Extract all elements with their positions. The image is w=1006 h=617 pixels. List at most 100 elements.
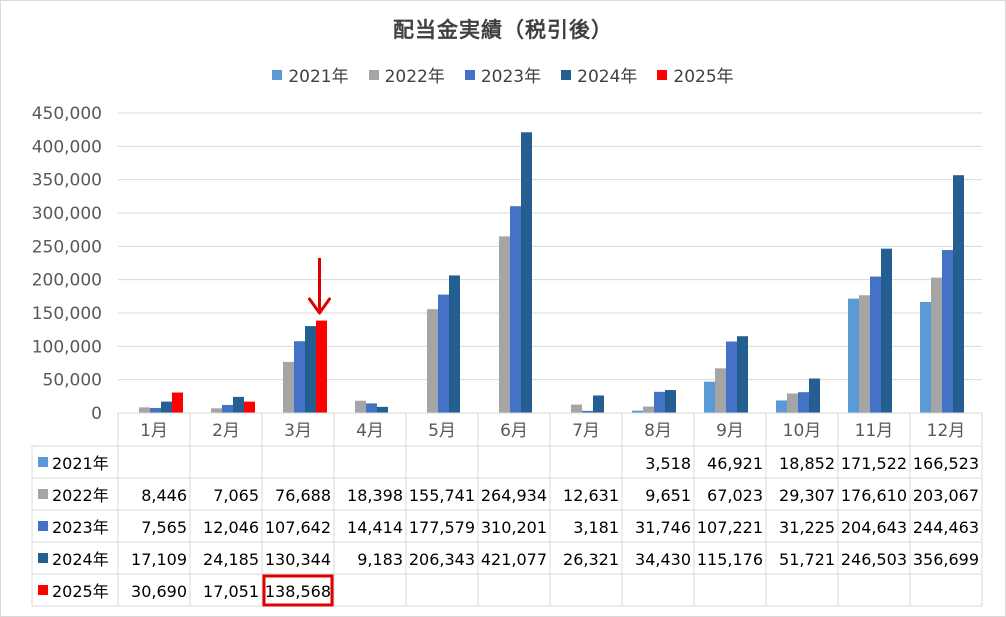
bar [211,408,222,413]
bar [654,391,665,413]
legend-swatch [561,69,572,80]
data-label: 206,343 [409,550,475,569]
legend-item: 2021年 [272,62,349,87]
bar [715,368,726,413]
bar [859,295,870,413]
chart-title: 配当金実績（税引後） [393,18,613,42]
data-label: 34,430 [635,550,691,569]
legend-item: 2025年 [657,62,734,87]
data-label: 17,051 [203,582,259,601]
down-arrow-icon [308,258,331,315]
bar [294,341,305,413]
data-label: 24,185 [203,550,259,569]
legend-item: 2024年 [561,62,637,87]
bar [870,276,881,413]
bar [737,336,748,413]
data-label: 31,225 [779,518,835,537]
y-tick-label: 450,000 [32,104,102,124]
bar [665,390,676,413]
x-tick-label: 9月 [716,421,744,441]
data-label: 17,109 [131,550,187,569]
x-tick-label: 3月 [284,421,312,441]
legend-swatch [368,69,379,80]
bar [787,393,798,413]
legend-item: 2023年 [464,62,541,87]
data-label: 67,023 [707,486,763,505]
data-label: 9,651 [645,486,691,505]
x-tick-label: 7月 [572,421,600,441]
data-label: 12,046 [203,518,259,537]
y-tick-label: 350,000 [32,171,102,191]
data-label: 177,579 [409,518,475,537]
legend-swatch [464,69,475,80]
bar [438,294,449,413]
table-row-header: 2021年 [52,454,109,473]
data-label: 7,565 [141,518,187,537]
bar [632,410,643,413]
bar [643,406,654,413]
y-tick-label: 300,000 [32,204,102,224]
data-label: 171,522 [841,454,907,473]
bar [222,404,233,413]
data-label: 76,688 [275,486,331,505]
bar [881,248,892,413]
bar [953,175,964,413]
y-tick-label: 250,000 [32,237,102,257]
data-label: 130,344 [265,550,331,569]
data-label: 264,934 [481,486,547,505]
data-label: 12,631 [563,486,619,505]
data-label: 31,746 [635,518,691,537]
y-tick-label: 0 [91,404,102,424]
legend-swatch [272,69,283,80]
x-tick-label: 6月 [500,421,528,441]
bar [920,301,931,413]
y-tick-label: 400,000 [32,137,102,157]
data-label: 7,065 [213,486,259,505]
y-tick-label: 200,000 [32,271,102,291]
bar [355,400,366,413]
data-label: 3,181 [573,518,619,537]
legend-label: 2025年 [673,67,734,87]
data-label: 115,176 [697,550,763,569]
bar [427,309,438,413]
bar [571,404,582,413]
table-legend-key [38,585,48,595]
data-label: 310,201 [481,518,547,537]
data-label: 18,398 [347,486,403,505]
x-tick-label: 12月 [927,421,966,441]
bar [521,132,532,414]
table-row-header: 2024年 [52,550,109,569]
bar [150,407,161,413]
bar [809,378,820,413]
data-label: 9,183 [357,550,403,569]
table-legend-key [38,457,48,467]
data-label: 107,221 [697,518,763,537]
table-row-header: 2023年 [52,518,109,537]
data-label: 176,610 [841,486,907,505]
y-tick-label: 150,000 [32,304,102,324]
data-label: 29,307 [779,486,835,505]
bar [848,298,859,413]
x-tick-label: 10月 [783,421,822,441]
table-legend-key [38,489,48,499]
x-tick-label: 1月 [140,421,168,441]
legend-label: 2022年 [384,67,445,87]
data-label: 166,523 [913,454,979,473]
bar [499,236,510,413]
data-label: 51,721 [779,550,835,569]
bar [139,407,150,413]
table-legend-key [38,553,48,563]
legend: 2021年 2022年 2023年 2024年 2025年 [0,62,1006,87]
x-tick-label: 8月 [644,421,672,441]
highlight-box [262,574,334,607]
bar [316,320,327,413]
data-label: 204,643 [841,518,907,537]
data-label: 421,077 [481,550,547,569]
bar [172,392,183,413]
data-label: 26,321 [563,550,619,569]
bar [776,400,787,413]
data-label: 30,690 [131,582,187,601]
bar [449,275,460,413]
bar [510,206,521,413]
bar [704,381,715,413]
